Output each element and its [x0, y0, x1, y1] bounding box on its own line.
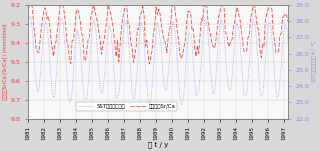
- さんごのSr/Ca: [73, 28, 77, 30]
- さんごのSr/Ca: [57, 17, 61, 19]
- Line: さんごのSr/Ca: さんごのSr/Ca: [28, 5, 299, 64]
- X-axis label: 年 t / y: 年 t / y: [148, 142, 168, 148]
- SST（海面水温）: [169, 43, 172, 45]
- さんごのSr/Ca: [100, 53, 103, 55]
- SST（海面水温）: [180, 104, 183, 106]
- SST（海面水温）: [164, 89, 167, 90]
- さんごのSr/Ca: [165, 52, 169, 54]
- Legend: SST（海面水温）, さんごのSr/Ca: SST（海面水温）, さんごのSr/Ca: [76, 102, 177, 111]
- SST（海面水温）: [73, 52, 77, 54]
- SST（海面水温）: [26, 21, 30, 23]
- さんごのSr/Ca: [148, 63, 151, 65]
- SST（海面水温）: [229, 89, 233, 91]
- さんごのSr/Ca: [229, 40, 233, 42]
- さんごのSr/Ca: [170, 4, 174, 6]
- SST（海面水温）: [100, 92, 103, 94]
- さんごのSr/Ca: [28, 4, 31, 6]
- さんごのSr/Ca: [297, 20, 300, 22]
- SST（海面水温）: [28, 15, 31, 17]
- Y-axis label: SST（海面水温） θ / °C: SST（海面水温） θ / °C: [312, 41, 317, 82]
- Line: SST（海面水温）: SST（海面水温）: [28, 16, 299, 105]
- SST（海面水温）: [297, 44, 300, 46]
- さんごのSr/Ca: [26, 8, 30, 10]
- Y-axis label: さんごのSr/Ca [Sr/Ca] / (mmol/mol): さんごのSr/Ca [Sr/Ca] / (mmol/mol): [3, 23, 8, 100]
- SST（海面水温）: [57, 38, 61, 40]
